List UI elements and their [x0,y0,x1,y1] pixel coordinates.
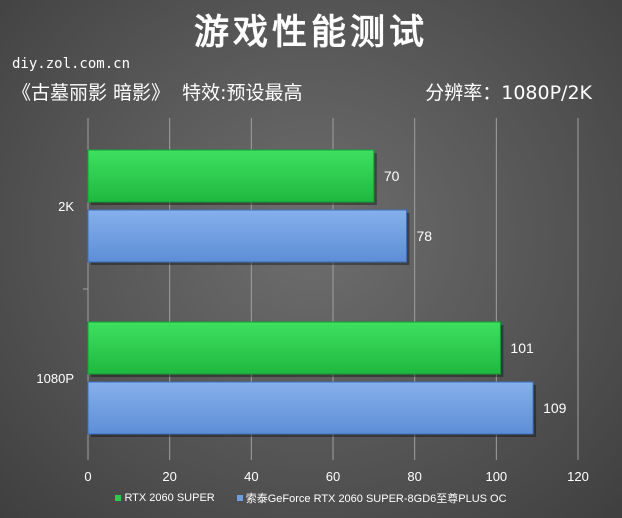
bar-1080p-series-1 [87,321,501,375]
x-tick-label: 0 [84,469,91,484]
labels-group: 0 20 40 60 80 100 120 70 78 2K 101 109 1080P [36,168,588,484]
legend-label-series-2: 索泰GeForce RTX 2060 SUPER-8GD6至尊PLUS OC [245,493,507,505]
category-label: 1080P [36,371,74,386]
data-label: 109 [543,400,567,416]
chart-subtitle-resolution: 分辨率：1080P/2K [425,82,592,104]
legend-label-series-1: RTX 2060 SUPER [124,492,215,504]
chart-title: 游戏性能测试 [193,13,428,53]
x-tick-label: 100 [485,469,507,484]
data-label: 101 [510,340,534,356]
x-tick-label: 80 [407,469,421,484]
category-label: 2K [58,199,74,214]
bar-2k-series-1 [87,149,375,203]
legend-item-series-1: RTX 2060 SUPER [115,492,215,504]
site-url: diy.zol.com.cn [12,56,131,72]
bar-1080p-series-2 [87,381,534,435]
bar-2k-series-2 [87,209,407,263]
legend: RTX 2060 SUPER 索泰GeForce RTX 2060 SUPER-… [0,490,622,506]
x-tick-label: 40 [244,469,258,484]
x-tick-label: 20 [162,469,176,484]
x-tick-label: 60 [326,469,340,484]
chart-subtitle-game: 《古墓丽影 暗影》 特效:预设最高 [12,82,303,104]
data-label: 78 [417,228,433,244]
legend-item-series-2: 索泰GeForce RTX 2060 SUPER-8GD6至尊PLUS OC [236,490,507,506]
x-tick-label: 120 [567,469,589,484]
legend-swatch-series-1 [115,495,122,501]
data-label: 70 [384,168,400,184]
bars-group [87,149,537,437]
legend-swatch-series-2 [236,495,243,501]
